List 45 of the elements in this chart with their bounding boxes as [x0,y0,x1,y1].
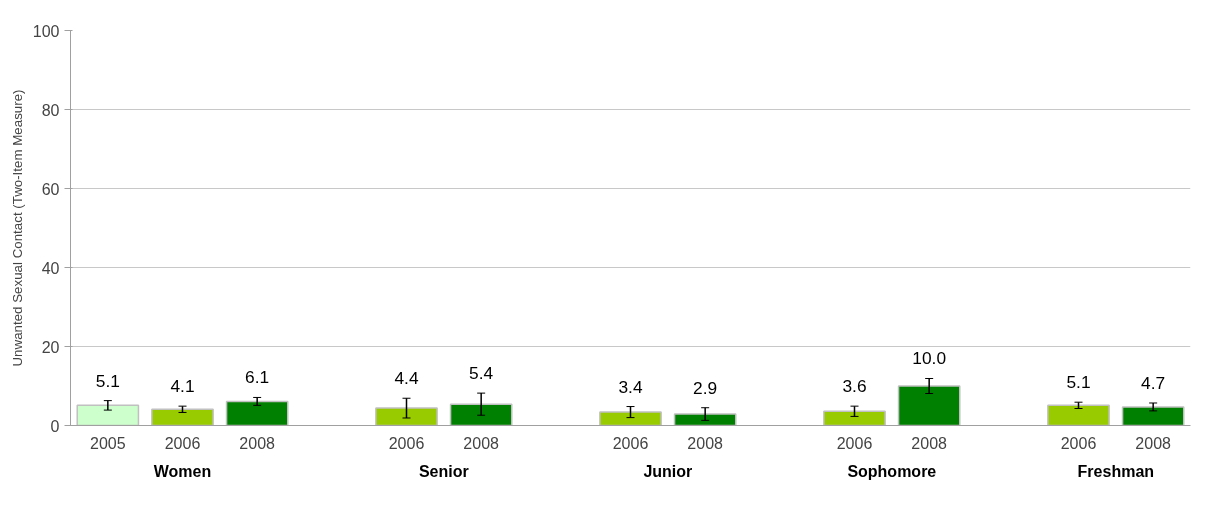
data-label: 2.9 [693,377,718,398]
y-tick-label: 60 [41,180,60,198]
y-tick-label: 0 [50,417,60,435]
x-tick-label: 2006 [612,434,649,452]
text: Sophomore [847,462,937,480]
bar [897,385,961,426]
data-label: 5.1 [1066,372,1091,393]
x-tick-label: 2006 [836,434,873,452]
bar [1121,406,1185,426]
text: Freshman [1077,462,1155,480]
x-tick-label: 2008 [463,434,500,452]
x-tick-label: 2006 [1060,434,1097,452]
bar [823,410,886,426]
data-label: 10.0 [912,348,947,369]
data-label: 4.1 [170,376,195,397]
data-label: 3.6 [842,376,867,397]
bar [1047,404,1110,426]
text: Junior [643,462,693,480]
y-tick-label: 40 [41,259,60,277]
bar [375,407,438,426]
data-label: 4.4 [394,368,419,389]
y-axis-title: Unwanted Sexual Contact (Two-Item Measure) [9,89,25,367]
y-tick-label: 80 [41,101,60,119]
x-tick-label: 2005 [90,434,126,452]
bar [449,403,513,426]
x-tick-label: 2008 [687,434,724,452]
y-tick-label: 100 [32,22,60,40]
data-label: 4.7 [1141,372,1166,393]
x-tick-label: 2008 [239,434,276,452]
x-tick-label: 2006 [164,434,201,452]
bar [151,408,214,426]
text: Women [153,462,212,480]
bar [673,413,737,426]
bar [76,404,140,426]
bar [599,411,662,426]
bar [225,400,289,426]
x-tick-label: 2008 [1135,434,1172,452]
data-label: 3.4 [618,376,643,397]
text: Senior [418,462,469,480]
x-tick-label: 2008 [911,434,948,452]
data-label: 5.1 [95,370,120,391]
data-label: 5.4 [469,363,494,384]
x-tick-label: 2006 [388,434,425,452]
y-tick-label: 20 [41,338,60,356]
data-label: 6.1 [245,367,270,388]
